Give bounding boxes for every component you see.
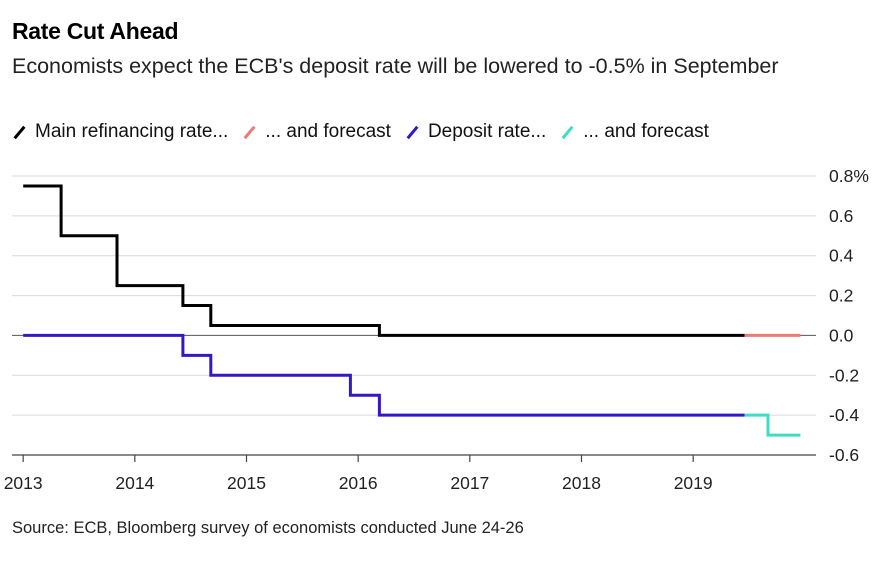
x-tick-label: 2015	[227, 473, 266, 493]
x-tick-label: 2013	[4, 473, 43, 493]
y-tick-label: -0.2	[829, 365, 859, 385]
x-tick-label: 2014	[115, 473, 154, 493]
legend-item-deposit-forecast: ... and forecast	[560, 121, 709, 143]
legend: Main refinancing rate... ... and forecas…	[12, 119, 723, 145]
y-tick-label: 0.4	[829, 246, 854, 266]
legend-label-deposit-rate: Deposit rate...	[427, 121, 547, 142]
y-tick-label: 0.2	[829, 286, 853, 306]
legend-label-main-refinancing-forecast: ... and forecast	[265, 121, 391, 142]
x-tick-label: 2017	[450, 473, 489, 493]
chart-title: Rate Cut Ahead	[12, 18, 179, 44]
series-line-2	[23, 333, 745, 417]
series-line-3	[744, 413, 801, 437]
y-tick-label: -0.6	[829, 445, 859, 465]
x-tick-label: 2018	[562, 473, 601, 493]
source-note: Source: ECB, Bloomberg survey of economi…	[12, 519, 524, 537]
x-tick-label: 2016	[339, 473, 378, 493]
y-tick-label: 0.8%	[829, 166, 869, 186]
series-line-0	[23, 184, 745, 337]
legend-item-main-refinancing-rate: Main refinancing rate...	[12, 121, 228, 143]
legend-label-deposit-forecast: ... and forecast	[583, 121, 709, 142]
y-tick-label: 0.0	[829, 325, 854, 345]
chart-subtitle: Economists expect the ECB's deposit rate…	[12, 54, 779, 78]
y-tick-label: -0.4	[829, 405, 859, 425]
legend-item-main-refinancing-forecast: ... and forecast	[242, 121, 391, 143]
legend-label-main-refinancing-rate: Main refinancing rate...	[35, 121, 229, 142]
legend-item-deposit-rate: Deposit rate...	[405, 121, 546, 143]
y-tick-label: 0.6	[829, 206, 853, 226]
x-tick-label: 2019	[674, 473, 713, 493]
